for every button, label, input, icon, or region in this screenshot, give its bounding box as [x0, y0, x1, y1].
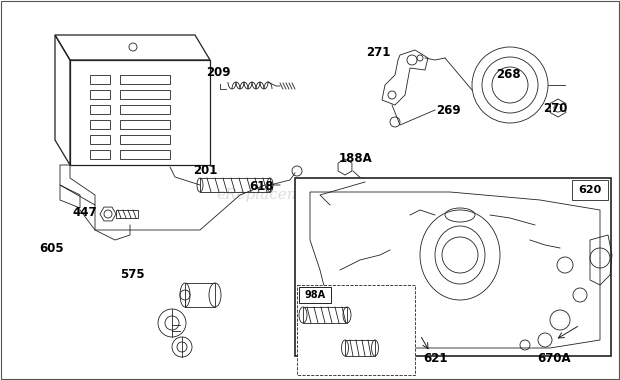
Text: 209: 209	[206, 65, 230, 79]
Text: 447: 447	[73, 206, 97, 220]
Text: 575: 575	[120, 268, 144, 280]
Text: 621: 621	[423, 352, 448, 364]
Text: 620: 620	[578, 185, 601, 195]
Bar	[116, 210, 138, 218]
Bar	[345, 340, 375, 356]
Text: 188A: 188A	[339, 152, 373, 165]
Text: 98A: 98A	[304, 290, 326, 300]
Bar	[297, 285, 415, 375]
Text: 670A: 670A	[537, 352, 571, 364]
Bar	[572, 180, 608, 200]
Bar	[303, 307, 347, 323]
Text: 618: 618	[250, 179, 274, 193]
Text: eReplacementParts.com: eReplacementParts.com	[216, 188, 404, 202]
Text: 270: 270	[543, 101, 567, 114]
Text: 268: 268	[495, 68, 520, 81]
Text: 271: 271	[366, 46, 390, 59]
Text: 269: 269	[436, 103, 460, 117]
Text: 605: 605	[40, 242, 64, 255]
Bar	[299, 287, 331, 303]
Bar	[200, 178, 270, 192]
Bar	[185, 283, 215, 307]
Text: 201: 201	[193, 163, 217, 176]
Bar	[295, 178, 611, 356]
